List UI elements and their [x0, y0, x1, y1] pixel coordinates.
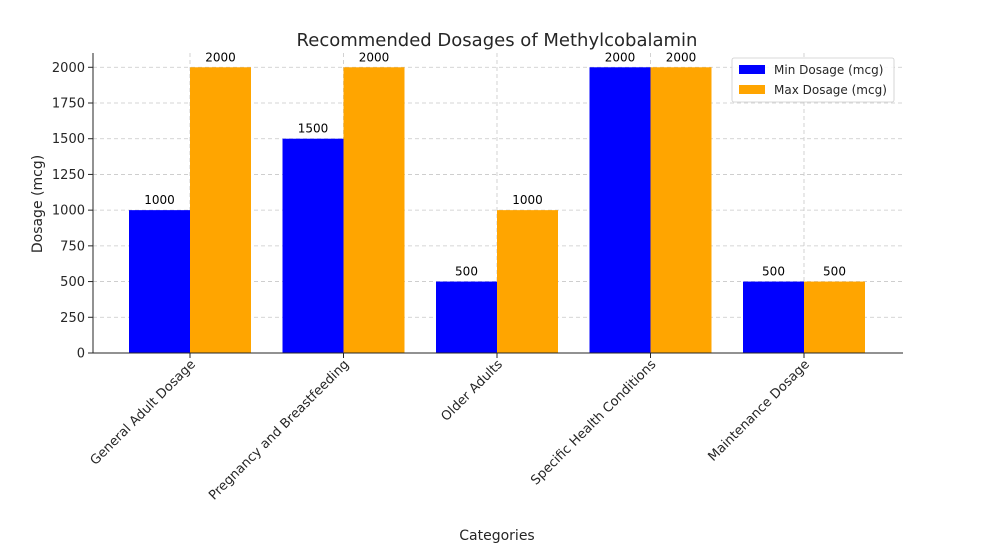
bar-value-label: 2000 [205, 50, 236, 64]
bar-min [589, 67, 651, 354]
bar-min [282, 138, 344, 353]
bar-max [650, 67, 712, 354]
bar-value-label: 500 [823, 265, 846, 279]
legend: Min Dosage (mcg) Max Dosage (mcg) [731, 57, 895, 103]
bar-min [129, 210, 190, 353]
y-tick-label: 750 [60, 239, 85, 254]
y-tick-label: 250 [60, 311, 85, 326]
x-tick-label: Maintenance Dosage [705, 357, 812, 464]
bar-value-label: 1000 [512, 193, 543, 207]
y-tick-label: 500 [60, 275, 85, 290]
bar-min [436, 281, 497, 353]
bar-max [804, 281, 865, 353]
x-tick-label: General Adult Dosage [88, 357, 199, 468]
legend-label-min: Min Dosage (mcg) [774, 63, 883, 77]
bar-max [190, 67, 251, 354]
bar-value-labels: 1000 1500 500 2000 500 2000 2000 1000 2000 500 [144, 50, 846, 278]
legend-swatch-max [739, 85, 765, 94]
y-axis-label: Dosage (mcg) [30, 155, 46, 253]
bar-value-label: 1000 [144, 193, 175, 207]
bar-value-label: 1500 [298, 122, 329, 136]
y-tick-label: 2000 [52, 61, 85, 76]
chart-title: Recommended Dosages of Methylcobalamin [297, 30, 698, 51]
x-axis-label: Categories [459, 528, 534, 544]
x-tick-label: Pregnancy and Breastfeeding [206, 357, 352, 503]
bar-max [343, 67, 405, 354]
bars [129, 67, 865, 354]
x-tick-label: Specific Health Conditions [528, 357, 659, 488]
bar-value-label: 2000 [359, 50, 390, 64]
bar-value-label: 2000 [605, 50, 636, 64]
bar-max [497, 210, 558, 353]
bar-value-label: 500 [455, 265, 478, 279]
bar-value-label: 2000 [666, 50, 697, 64]
x-ticks: General Adult Dosage Pregnancy and Breast… [88, 353, 813, 503]
y-tick-label: 1500 [52, 132, 85, 147]
bar-value-label: 500 [762, 265, 785, 279]
x-tick-label: Older Adults [438, 357, 505, 424]
y-tick-label: 0 [77, 347, 85, 362]
bar-min [743, 281, 804, 353]
y-tick-label: 1250 [52, 168, 85, 183]
legend-box [731, 57, 895, 103]
y-tick-label: 1000 [52, 204, 85, 219]
y-ticks: 0 250 500 750 1000 1250 1500 1750 2000 [52, 61, 93, 362]
legend-label-max: Max Dosage (mcg) [774, 83, 887, 97]
y-tick-label: 1750 [52, 97, 85, 112]
legend-swatch-min [739, 65, 765, 74]
